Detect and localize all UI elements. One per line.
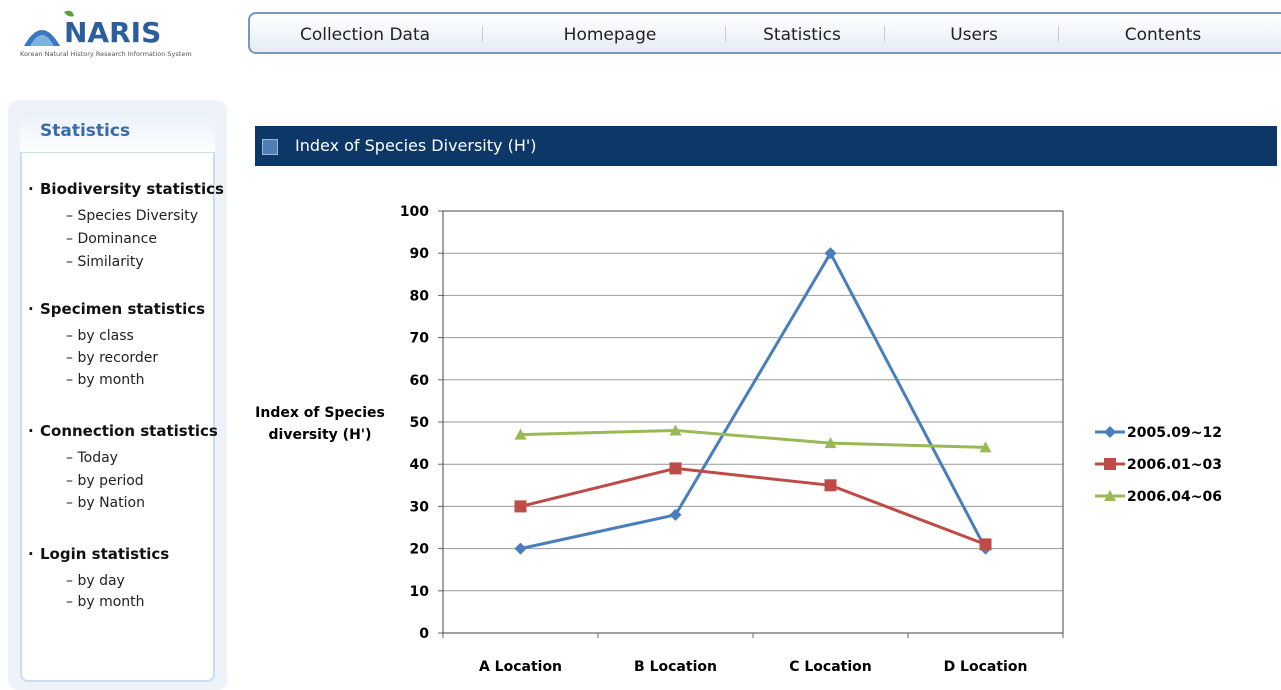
marker	[824, 437, 837, 449]
menu-item[interactable]: – by period	[66, 472, 144, 489]
x-tick-label: B Location	[634, 659, 717, 675]
menu-item[interactable]: – by day	[66, 573, 125, 589]
menu-item[interactable]: – by month	[66, 372, 145, 388]
nav-separator	[482, 26, 483, 42]
series-line	[520, 428, 986, 449]
nav-link[interactable]: Collection Data	[299, 25, 431, 45]
legend-label: 2006.01~03	[1127, 457, 1222, 473]
marker	[979, 538, 992, 551]
chart: 0 10 20 30 40 50 60 70 80 90 100 A Location B Locati…	[400, 204, 1222, 675]
nav-bar: Collection Data Homepage Statistics Users Co…	[248, 12, 1281, 54]
menu-item[interactable]: – by month	[66, 594, 145, 610]
menu-group[interactable]: Specimen statistics	[28, 300, 205, 318]
y-tick-label: 100	[400, 204, 429, 220]
y-tick-label: 10	[410, 584, 430, 600]
marker	[669, 424, 682, 436]
nav-link[interactable]: Contents	[1124, 25, 1202, 45]
x-tick-label: C Location	[789, 659, 872, 675]
nav-separator	[884, 26, 885, 42]
marker	[669, 462, 682, 475]
nav-separator	[1058, 26, 1059, 42]
x-tick-label: A Location	[479, 659, 562, 675]
legend-label: 2005.09~12	[1127, 425, 1222, 441]
section-title: Index of Species Diversity (H')	[295, 136, 537, 155]
y-tick-label: 40	[410, 457, 430, 473]
marker	[1104, 458, 1116, 470]
y-tick-label: 20	[410, 542, 430, 558]
logo-subtitle: Korean Natural History Research Informat…	[20, 50, 192, 58]
menu-group[interactable]: Connection statistics	[28, 422, 218, 440]
marker	[1104, 426, 1116, 438]
nav-separator	[725, 26, 726, 42]
y-tick-label: 50	[410, 415, 430, 431]
sidebar	[20, 112, 215, 682]
menu-group[interactable]: Biodiversity statistics	[28, 180, 224, 198]
section-bar	[255, 126, 1277, 166]
marker	[1104, 490, 1116, 501]
marker	[514, 500, 527, 513]
legend-label: 2006.04~06	[1127, 489, 1222, 505]
menu-group[interactable]: Login statistics	[28, 545, 169, 563]
marker	[979, 441, 992, 453]
marker	[824, 247, 837, 260]
nav-link[interactable]: Users	[950, 25, 998, 45]
sidebar-header	[20, 112, 215, 153]
y-tick-label: 80	[410, 288, 430, 304]
section-icon	[262, 139, 278, 155]
menu-item[interactable]: – Today	[66, 450, 118, 466]
series-line	[520, 466, 987, 546]
marker	[514, 542, 527, 555]
menu-item[interactable]: – Similarity	[66, 254, 144, 270]
y-tick-label: 90	[410, 246, 430, 262]
menu-item[interactable]: – by recorder	[66, 350, 159, 366]
menu-item[interactable]: – Dominance	[66, 231, 157, 247]
menu-item[interactable]: – by Nation	[66, 495, 145, 511]
y-tick-label: 70	[410, 331, 430, 347]
marker	[514, 428, 527, 440]
nav-link[interactable]: Statistics	[763, 25, 841, 45]
menu-item[interactable]: – by class	[66, 328, 134, 344]
nav-link[interactable]: Homepage	[563, 25, 657, 45]
y-tick-label: 60	[410, 373, 430, 389]
sidebar-title: Statistics	[40, 121, 131, 141]
logo-title: NARIS	[64, 16, 161, 49]
logo-icon: NARIS Korean Natural History Research In…	[20, 10, 192, 58]
marker	[824, 479, 837, 492]
marker	[669, 508, 682, 521]
y-tick-label: 0	[419, 626, 429, 642]
series-line	[520, 250, 987, 551]
x-tick-label: D Location	[944, 659, 1028, 675]
y-axis-label: Index of Species diversity (H')	[255, 405, 385, 443]
menu-item[interactable]: – Species Diversity	[66, 208, 199, 224]
y-tick-label: 30	[410, 499, 430, 515]
